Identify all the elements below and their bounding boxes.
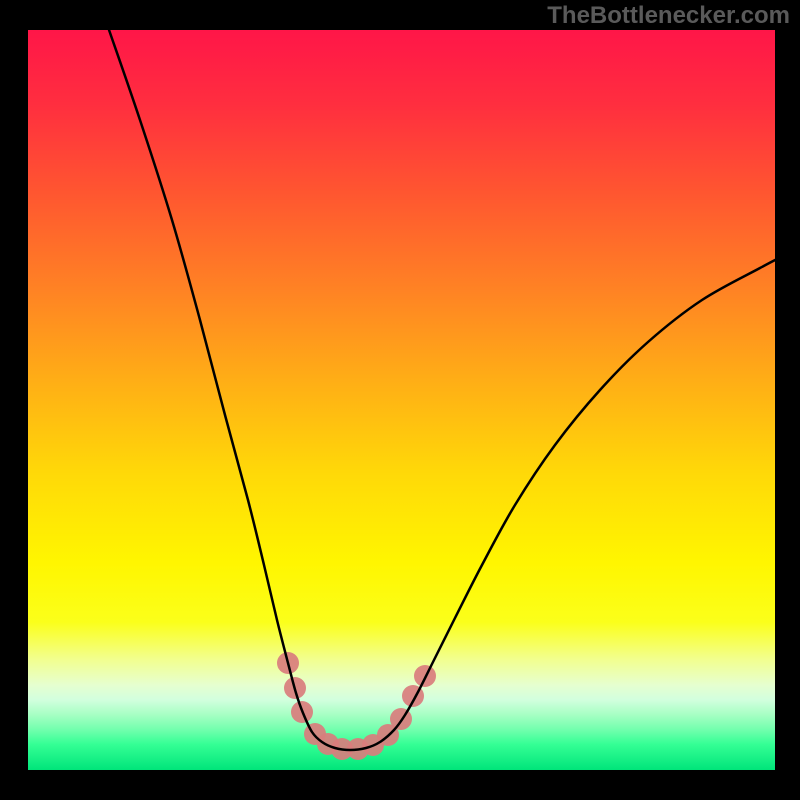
plot-area (28, 30, 775, 770)
watermark-text: TheBottlenecker.com (547, 2, 790, 30)
gradient-background (28, 30, 775, 770)
figure: TheBottlenecker.com (0, 0, 800, 800)
